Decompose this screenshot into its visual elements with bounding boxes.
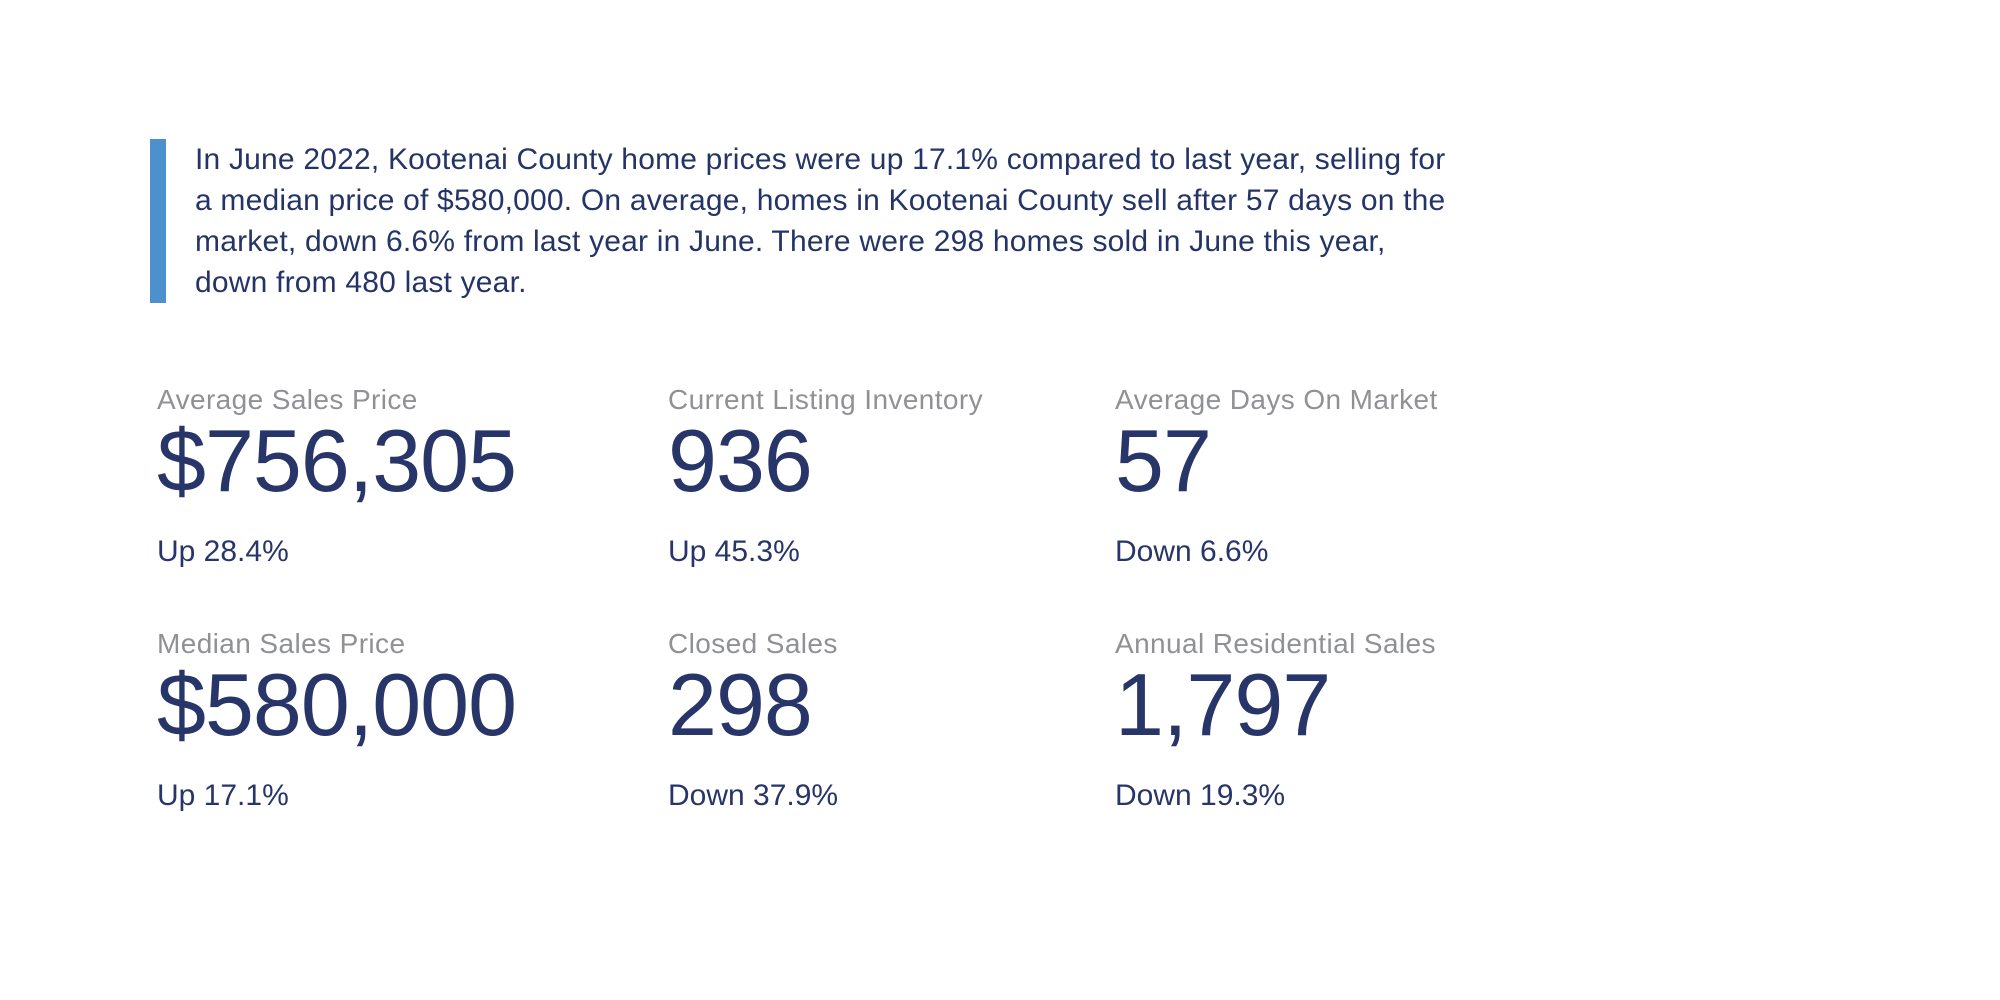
market-summary-text: In June 2022, Kootenai County home price…	[195, 143, 1446, 299]
stat-value: 1,797	[1115, 655, 1331, 754]
stat-card-average-sales-price: Average Sales Price $756,305 Up 28.4%	[157, 383, 668, 569]
stat-card-closed-sales: Closed Sales 298 Down 37.9%	[668, 627, 1115, 813]
stat-label: Current Listing Inventory	[668, 384, 984, 415]
stats-grid: Average Sales Price $756,305 Up 28.4% Cu…	[157, 383, 1635, 813]
stat-card-annual-residential-sales: Annual Residential Sales 1,797 Down 19.3…	[1115, 627, 1635, 813]
stat-value: $756,305	[157, 411, 517, 510]
stat-change: Down 19.3%	[1115, 779, 1286, 812]
stat-card-average-days-on-market: Average Days On Market 57 Down 6.6%	[1115, 383, 1635, 569]
stat-label: Closed Sales	[668, 628, 838, 659]
stat-card-current-listing-inventory: Current Listing Inventory 936 Up 45.3%	[668, 383, 1115, 569]
stat-value: 936	[668, 411, 813, 510]
stat-change: Up 28.4%	[157, 535, 289, 568]
stat-value: 57	[1115, 411, 1212, 510]
stat-label: Average Days On Market	[1115, 384, 1438, 415]
stat-label: Annual Residential Sales	[1115, 628, 1436, 659]
stat-label: Average Sales Price	[157, 384, 418, 415]
stat-change: Down 37.9%	[668, 779, 839, 812]
stat-change: Up 17.1%	[157, 779, 289, 812]
stat-label: Median Sales Price	[157, 628, 406, 659]
stat-change: Down 6.6%	[1115, 535, 1269, 568]
stat-change: Up 45.3%	[668, 535, 800, 568]
stat-value: 298	[668, 655, 813, 754]
stat-card-median-sales-price: Median Sales Price $580,000 Up 17.1%	[157, 627, 668, 813]
stat-value: $580,000	[157, 655, 517, 754]
market-summary-quote: In June 2022, Kootenai County home price…	[150, 139, 1463, 303]
